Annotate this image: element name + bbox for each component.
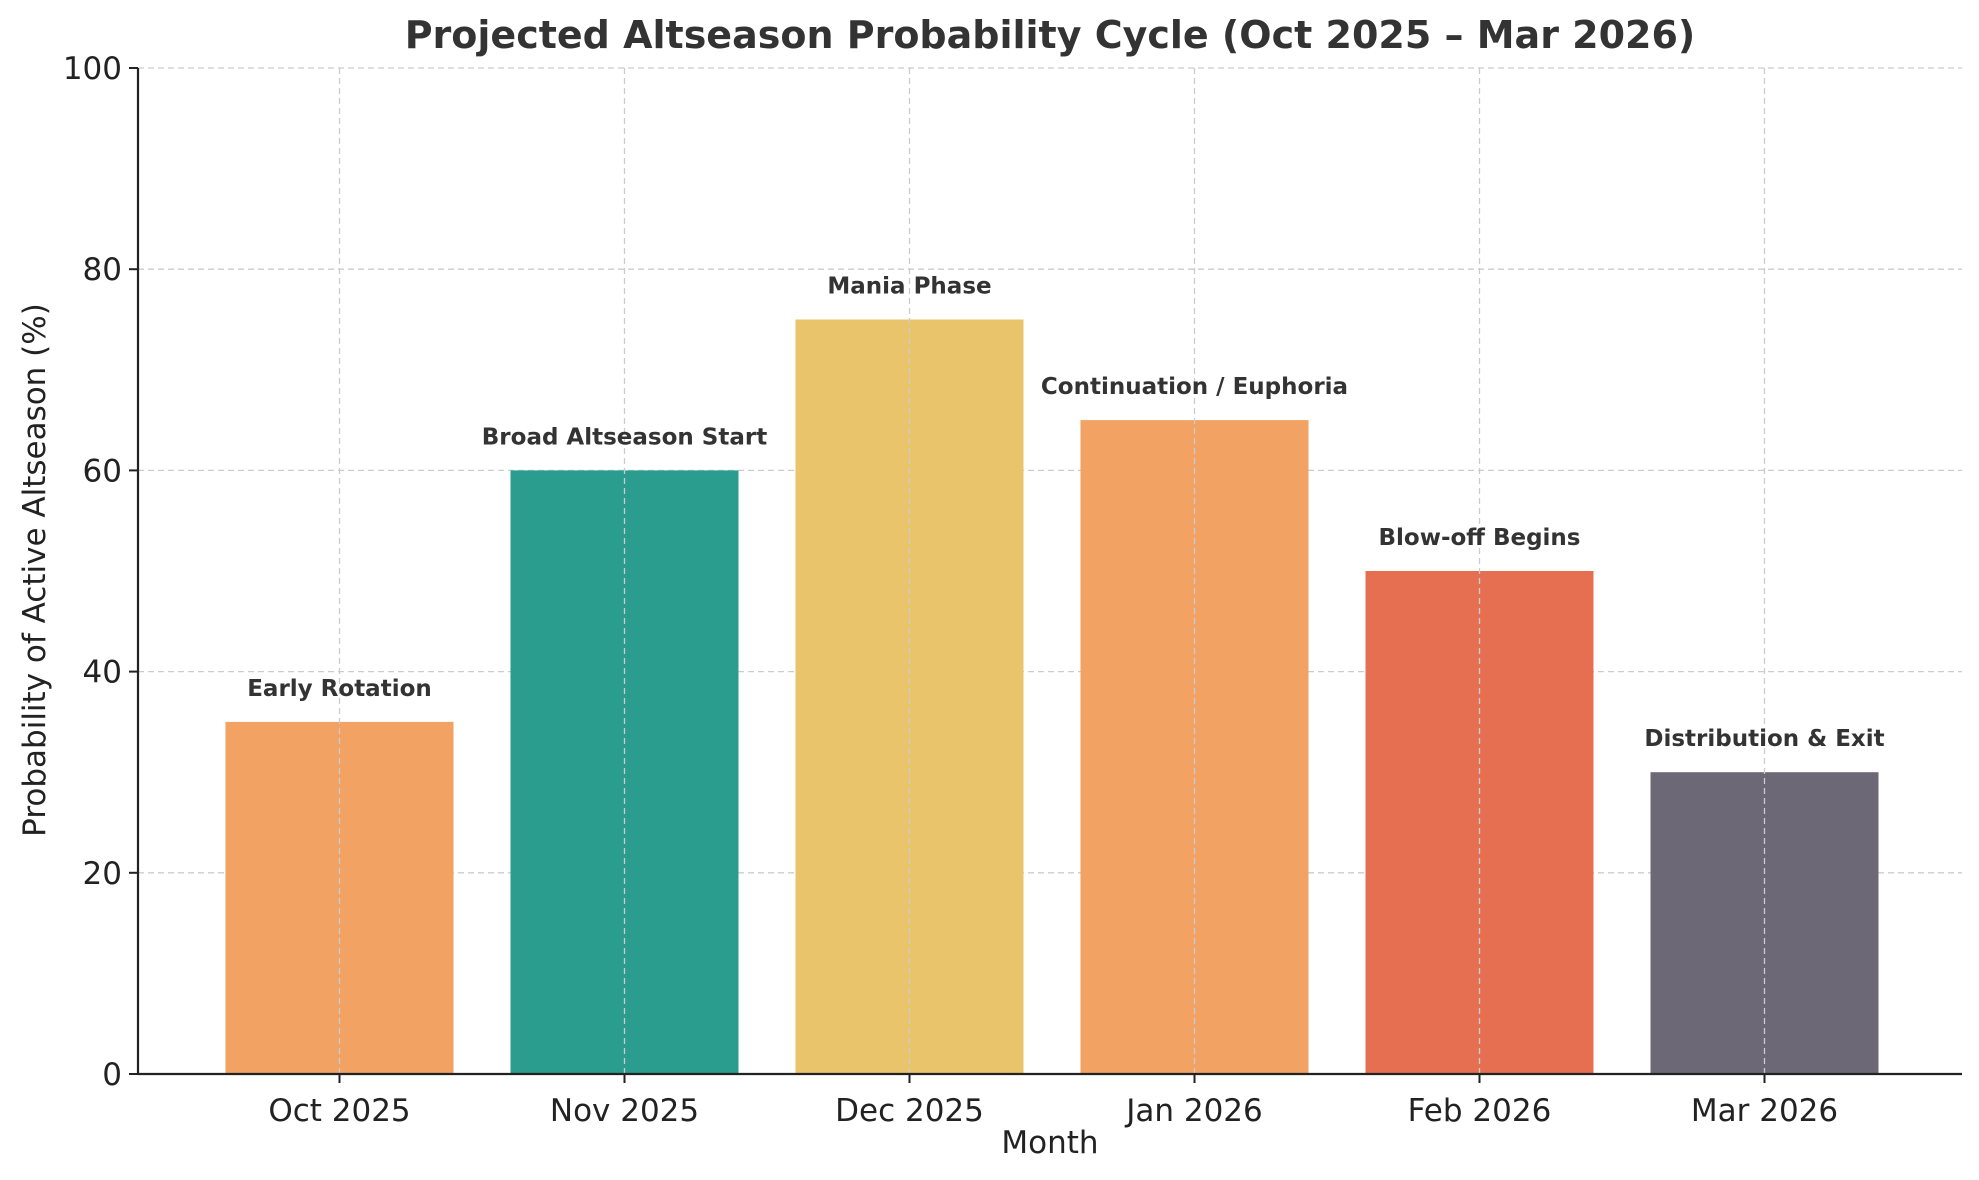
- axes: 0 20 40 60 80 100 Oct 2025 Nov 2025 Dec 2025 Jan …: [63, 51, 1962, 1129]
- y-tick-label: 40: [83, 655, 122, 691]
- bar-annotation: Distribution & Exit: [1644, 726, 1884, 752]
- bar-annotation: Continuation / Euphoria: [1041, 374, 1348, 400]
- bar-annotation: Blow-off Begins: [1379, 525, 1581, 551]
- x-tick-label: Jan 2026: [1124, 1093, 1263, 1129]
- y-tick-label: 0: [102, 1057, 122, 1093]
- y-tick-label: 20: [83, 856, 122, 892]
- bar-annotation: Mania Phase: [827, 274, 991, 300]
- y-tick-label: 100: [63, 51, 122, 87]
- bar-annotation: Broad Altseason Start: [482, 424, 767, 450]
- x-tick-label: Nov 2025: [550, 1093, 699, 1129]
- y-tick-label: 80: [83, 252, 122, 288]
- x-tick-label: Mar 2026: [1691, 1093, 1838, 1129]
- chart-title: Projected Altseason Probability Cycle (O…: [405, 13, 1696, 57]
- x-axis-label: Month: [1001, 1125, 1098, 1161]
- y-tick-label: 60: [83, 453, 122, 489]
- x-tick-label: Oct 2025: [268, 1093, 410, 1129]
- y-axis-label: Probability of Active Altseason (%): [17, 303, 53, 837]
- x-tick-label: Feb 2026: [1408, 1093, 1552, 1129]
- bar-annotation: Early Rotation: [247, 676, 432, 702]
- x-tick-label: Dec 2025: [835, 1093, 984, 1129]
- bars: [225, 68, 1879, 1075]
- bar-annotations: Early Rotation Broad Altseason Start Mania…: [247, 274, 1884, 753]
